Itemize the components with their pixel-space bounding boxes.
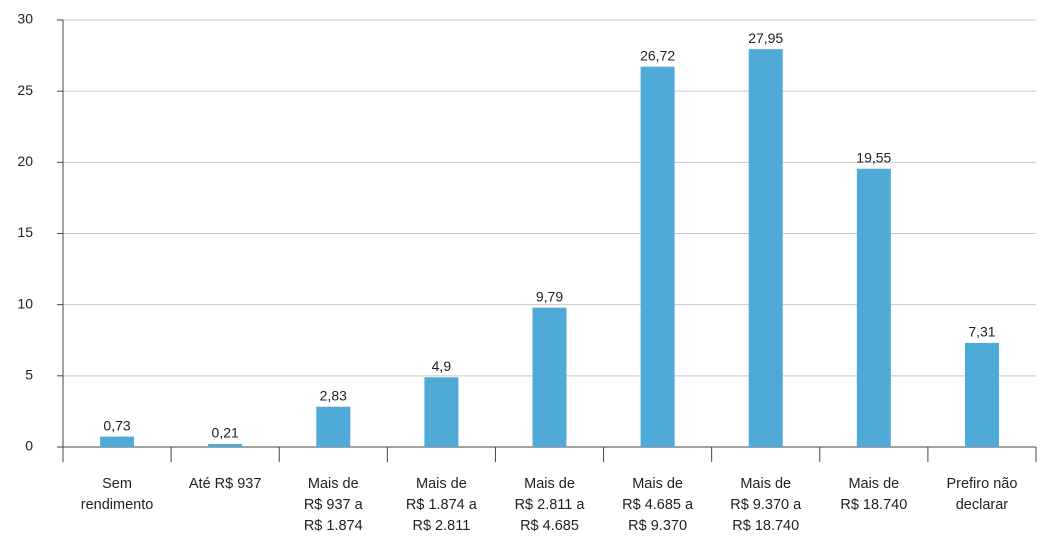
data-label: 7,31	[968, 324, 995, 340]
y-tick-label: 15	[17, 224, 33, 240]
bar	[100, 436, 135, 447]
y-tick-label: 20	[17, 153, 33, 169]
x-tick-label: Mais de R$ 9.370 a R$ 18.740	[730, 476, 802, 534]
data-label: 4,9	[432, 358, 452, 374]
data-label: 0,73	[103, 417, 130, 433]
data-label: 9,79	[536, 288, 563, 304]
data-label: 26,72	[640, 47, 675, 63]
x-tick-label: Até R$ 937	[188, 476, 262, 492]
x-tick-label: Sem rendimento	[80, 476, 154, 513]
bar	[748, 49, 783, 447]
bar	[208, 444, 243, 447]
x-tick-label: Mais de R$ 1.874 a R$ 2.811	[405, 476, 477, 534]
y-tick-label: 5	[25, 367, 33, 383]
bar	[532, 307, 567, 447]
data-label: 0,21	[212, 425, 239, 441]
x-tick-label: Mais de R$ 937 a R$ 1.874	[303, 476, 363, 534]
y-tick-label: 10	[17, 295, 33, 311]
data-label: 27,95	[748, 30, 783, 46]
x-tick-label: Mais de R$ 18.740	[840, 476, 908, 513]
bar	[640, 66, 675, 447]
y-tick-label: 0	[25, 438, 33, 454]
data-label: 2,83	[320, 387, 347, 403]
x-tick-label: Mais de R$ 4.685 a R$ 9.370	[622, 476, 694, 534]
data-label: 19,55	[856, 149, 891, 165]
bar	[424, 377, 459, 447]
x-tick-label: Mais de R$ 2.811 a R$ 4.685	[514, 476, 585, 534]
bar	[856, 168, 891, 447]
y-tick-label: 25	[17, 82, 33, 98]
y-tick-label: 30	[17, 11, 33, 27]
bar	[964, 342, 999, 447]
x-tick-label: Prefiro não declarar	[946, 476, 1018, 513]
bar	[316, 406, 351, 447]
